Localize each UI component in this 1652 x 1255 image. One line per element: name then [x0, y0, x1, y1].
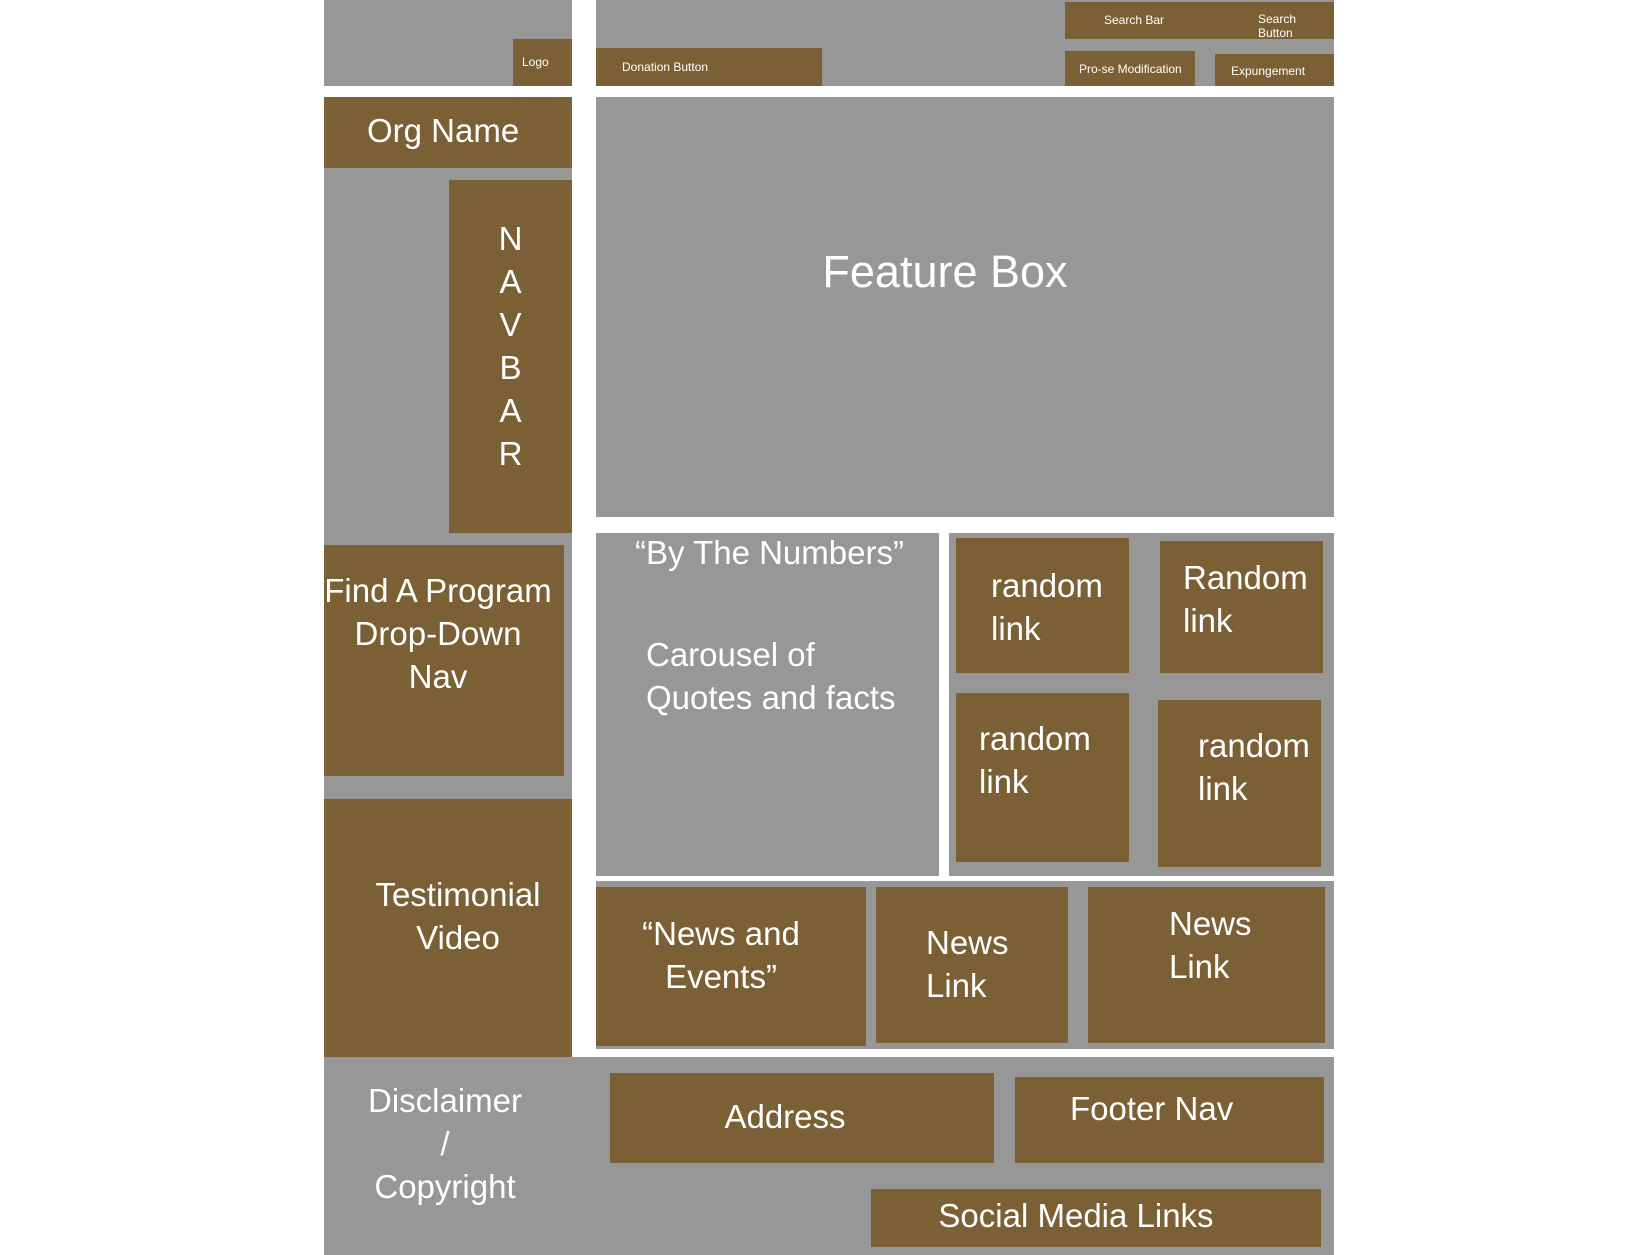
donation-button[interactable]: Donation Button — [596, 48, 822, 86]
search-bar[interactable]: Search Bar Search Button — [1065, 2, 1334, 41]
search-button[interactable]: Search Button — [1258, 12, 1297, 41]
org-name-label: Org Name — [367, 112, 520, 149]
footer-nav[interactable]: Footer Nav — [1015, 1077, 1324, 1163]
navbar-label: N A V B A R — [498, 220, 523, 472]
by-the-numbers-body: Carousel of Quotes and facts — [646, 636, 896, 716]
news-link-1-label: News Link — [926, 924, 1009, 1004]
expungement-label: Expungement — [1231, 64, 1306, 78]
random-link-2-label: Random link — [1183, 559, 1308, 639]
random-link-1-label: random link — [991, 567, 1103, 647]
find-program-dropdown[interactable]: Find A Program Drop-Down Nav — [324, 545, 564, 776]
prose-modification-label: Pro-se Modification — [1079, 62, 1182, 76]
address: Address — [610, 1073, 994, 1163]
feature-box-label: Feature Box — [822, 246, 1068, 297]
address-label: Address — [724, 1098, 846, 1135]
random-link-3[interactable]: random link — [956, 693, 1129, 862]
testimonial-label: Testimonial Video — [375, 876, 541, 956]
news-and-events[interactable]: “News and Events” — [596, 887, 866, 1046]
news-link-1[interactable]: News Link — [876, 887, 1068, 1043]
by-the-numbers-title: “By The Numbers” — [635, 534, 904, 571]
expungement-button[interactable]: Expungement — [1215, 54, 1334, 86]
social-media-label: Social Media Links — [938, 1197, 1214, 1234]
navbar[interactable]: N A V B A R — [449, 180, 572, 533]
logo-label: Logo — [522, 55, 549, 69]
org-name: Org Name — [324, 97, 572, 168]
random-link-4[interactable]: random link — [1158, 700, 1321, 867]
news-and-events-label: “News and Events” — [642, 915, 800, 995]
random-link-3-label: random link — [979, 720, 1091, 800]
disclaimer-copyright: Disclaimer / Copyright — [367, 1082, 522, 1205]
random-link-2[interactable]: Random link — [1160, 541, 1323, 673]
logo[interactable]: Logo — [513, 39, 572, 86]
donation-button-label: Donation Button — [622, 60, 709, 74]
random-link-1[interactable]: random link — [956, 538, 1129, 673]
social-media-links[interactable]: Social Media Links — [871, 1189, 1321, 1247]
footer-nav-label: Footer Nav — [1070, 1090, 1234, 1127]
by-the-numbers[interactable]: “By The Numbers” Carousel of Quotes and … — [596, 533, 939, 876]
news-link-2[interactable]: News Link — [1088, 887, 1325, 1043]
feature-box[interactable]: Feature Box — [596, 97, 1334, 517]
testimonial-video[interactable]: Testimonial Video — [324, 799, 572, 1057]
prose-modification-button[interactable]: Pro-se Modification — [1065, 51, 1195, 86]
find-program-label: Find A Program Drop-Down Nav — [324, 572, 552, 695]
random-link-4-label: random link — [1198, 727, 1310, 807]
search-bar-label: Search Bar — [1104, 13, 1165, 27]
news-link-2-label: News Link — [1169, 905, 1252, 985]
